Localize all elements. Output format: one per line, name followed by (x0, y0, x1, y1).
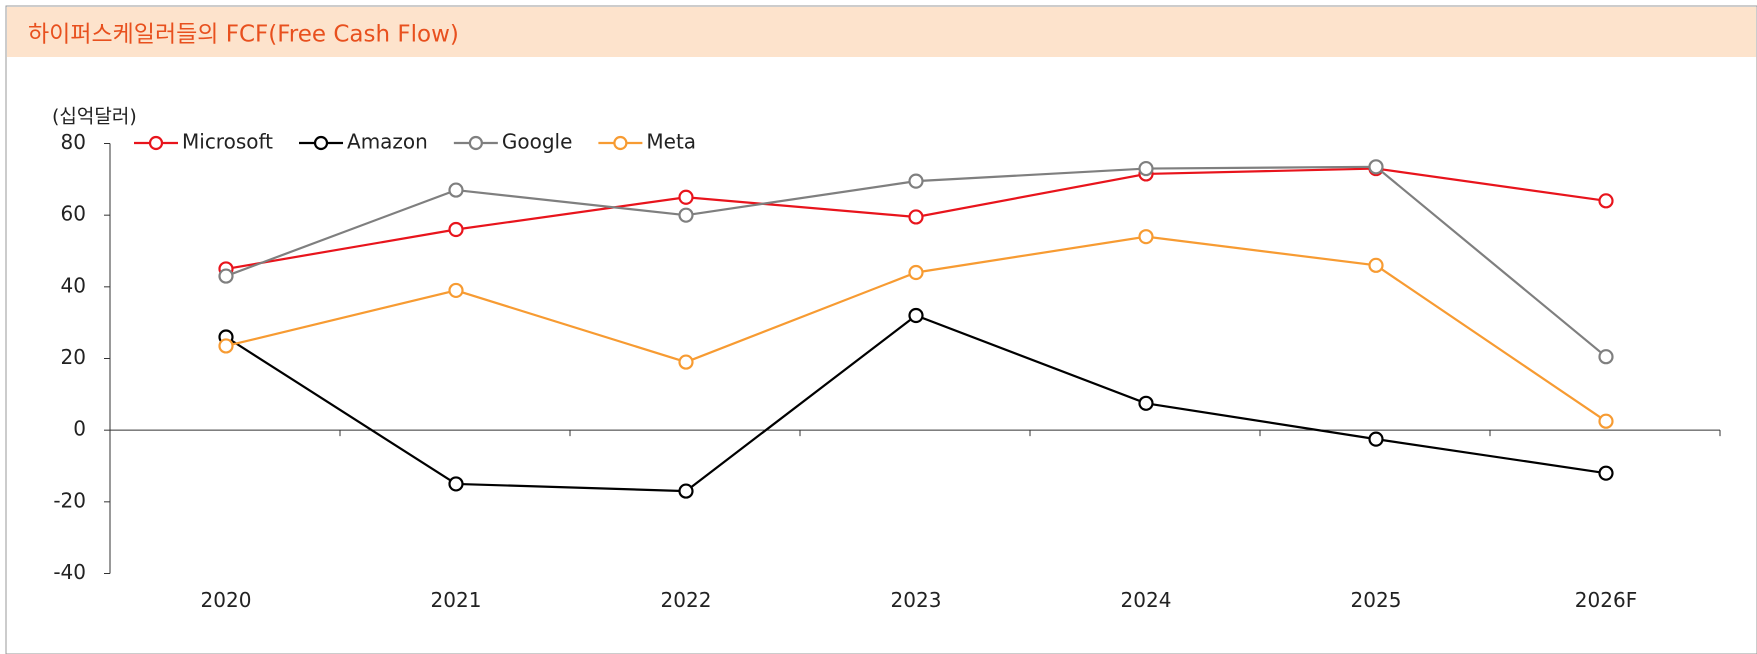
legend-label: Meta (646, 130, 696, 154)
legend-label: Microsoft (182, 130, 273, 154)
data-point (1138, 395, 1154, 411)
header-band (7, 7, 1756, 57)
y-tick-label: -40 (53, 560, 86, 584)
data-point (678, 189, 694, 205)
legend-marker (468, 135, 483, 151)
x-tick-label: 2025 (1351, 588, 1402, 612)
y-axis-label: (십억달러) (52, 106, 137, 128)
data-point (678, 483, 694, 499)
x-tick-label: 2024 (1121, 588, 1172, 612)
data-point (908, 173, 924, 189)
data-point (908, 209, 924, 225)
data-point (678, 354, 694, 370)
data-point (1138, 160, 1154, 177)
data-point (448, 182, 464, 198)
data-point (1368, 159, 1384, 175)
legend-marker (613, 135, 628, 151)
x-tick-label: 2021 (431, 588, 482, 612)
chart-title: 하이퍼스케일러들의 FCF(Free Cash Flow) (28, 22, 459, 48)
legend-label: Google (502, 130, 573, 154)
data-point (1598, 465, 1614, 481)
data-point (1138, 229, 1154, 245)
data-point (908, 307, 924, 324)
data-point (448, 282, 464, 299)
y-tick-label: 40 (61, 273, 86, 297)
legend-marker (313, 135, 329, 151)
x-tick-label: 2023 (891, 588, 942, 612)
data-point (678, 207, 694, 223)
x-tick-label: 2026F (1575, 588, 1637, 612)
legend-label: Amazon (347, 130, 428, 154)
data-point (1598, 413, 1614, 429)
data-point (1598, 193, 1614, 209)
legend-marker (148, 135, 164, 151)
y-tick-label: 60 (61, 202, 86, 226)
data-point (218, 338, 234, 354)
y-tick-label: 0 (73, 417, 86, 441)
x-tick-label: 2020 (201, 588, 252, 612)
y-tick-label: -20 (53, 488, 86, 512)
data-point (1368, 257, 1384, 273)
data-point (1598, 349, 1614, 365)
data-point (908, 264, 924, 281)
data-point (218, 268, 234, 284)
data-point (448, 476, 464, 492)
data-point (448, 221, 464, 238)
x-tick-label: 2022 (661, 588, 712, 612)
data-point (1368, 431, 1384, 447)
y-tick-label: 80 (61, 130, 86, 154)
y-tick-label: 20 (61, 345, 86, 369)
frame (5, 5, 1757, 654)
